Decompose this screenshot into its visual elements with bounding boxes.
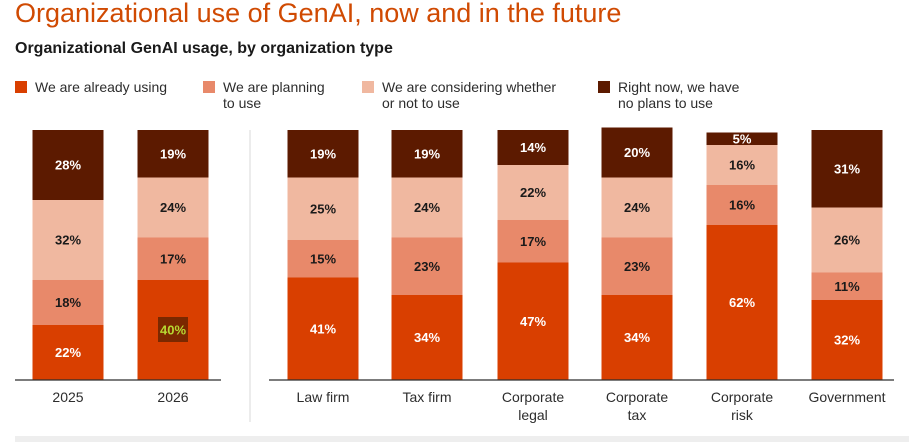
bar-segment — [137, 237, 209, 280]
category-label: Government — [808, 389, 885, 405]
highlight-box — [158, 317, 188, 342]
data-label: 20% — [624, 145, 650, 160]
category-label: 2025 — [52, 389, 83, 405]
data-label: 22% — [520, 185, 546, 200]
bar-segment — [287, 240, 359, 278]
data-label: 24% — [160, 200, 186, 215]
bar-segment — [811, 272, 883, 300]
data-label: 11% — [834, 279, 860, 294]
legend-swatch-already-using — [15, 81, 27, 93]
data-label: 22% — [55, 345, 81, 360]
legend-label: We are planning to use — [223, 79, 325, 111]
legend-swatch-no-plans — [598, 81, 610, 93]
bar-segment — [32, 280, 104, 325]
data-label: 14% — [520, 140, 546, 155]
bar-segment — [811, 207, 883, 273]
bar-segment — [137, 130, 209, 178]
data-label: 19% — [310, 146, 336, 161]
category-label: Corporate — [606, 389, 668, 405]
bar-segment — [32, 130, 104, 200]
bar-segment — [287, 130, 359, 178]
page-title: Organizational use of GenAI, now and in … — [15, 0, 622, 28]
data-label: 5% — [733, 131, 752, 146]
chart-subtitle: Organizational GenAI usage, by organizat… — [15, 40, 393, 57]
category-label: legal — [518, 407, 548, 423]
bar-segment — [497, 130, 569, 165]
bar-segment — [811, 300, 883, 380]
bar-segment — [32, 200, 104, 280]
legend-label: Right now, we have no plans to use — [618, 79, 740, 111]
bar-segment — [601, 127, 673, 178]
data-label: 62% — [729, 295, 755, 310]
category-label: risk — [731, 407, 754, 423]
legend-swatch-planning — [203, 81, 215, 93]
data-label: 40% — [160, 323, 186, 338]
bar-segment — [706, 185, 778, 225]
category-label: tax — [628, 407, 647, 423]
data-label: 23% — [414, 259, 440, 274]
data-label: 31% — [834, 161, 860, 176]
legend-label: We are already using — [35, 79, 168, 95]
bar-segment — [391, 295, 463, 380]
category-label: Corporate — [502, 389, 564, 405]
bar-segment — [706, 225, 778, 380]
category-label: Law firm — [297, 389, 350, 405]
data-label: 26% — [834, 233, 860, 248]
data-label: 16% — [729, 198, 755, 213]
bar-segment — [497, 262, 569, 380]
data-label: 32% — [834, 333, 860, 348]
bar-segment — [706, 145, 778, 185]
footer-divider — [15, 436, 909, 442]
bar-segment — [32, 325, 104, 380]
category-label: 2026 — [157, 389, 188, 405]
data-label: 17% — [520, 234, 546, 249]
legend-swatch-considering — [362, 81, 374, 93]
data-label: 16% — [729, 158, 755, 173]
bar-segment — [137, 177, 209, 238]
bar-segment — [706, 132, 778, 145]
legend-label: We are considering whether or not to use — [382, 79, 557, 111]
bar-segment — [391, 130, 463, 178]
bar-segment — [391, 237, 463, 295]
bar-segment — [601, 177, 673, 238]
data-label: 34% — [624, 330, 650, 345]
bar-segment — [601, 237, 673, 295]
bar-segment — [497, 165, 569, 220]
data-label: 28% — [55, 158, 81, 173]
bar-segment — [811, 130, 883, 208]
data-label: 15% — [310, 251, 336, 266]
bar-segment — [601, 295, 673, 380]
category-label: Tax firm — [403, 389, 452, 405]
data-label: 17% — [160, 251, 186, 266]
bar-segment — [287, 277, 359, 380]
category-label: Corporate — [711, 389, 773, 405]
data-label: 25% — [310, 201, 336, 216]
data-label: 34% — [414, 330, 440, 345]
data-label: 18% — [55, 295, 81, 310]
bar-segment — [497, 220, 569, 263]
data-label: 32% — [55, 233, 81, 248]
data-label: 23% — [624, 259, 650, 274]
bar-segment — [391, 177, 463, 238]
data-label: 19% — [414, 146, 440, 161]
data-label: 19% — [160, 146, 186, 161]
data-label: 47% — [520, 314, 546, 329]
data-label: 24% — [624, 200, 650, 215]
data-label: 24% — [414, 200, 440, 215]
data-label: 41% — [310, 321, 336, 336]
bar-segment — [287, 177, 359, 240]
